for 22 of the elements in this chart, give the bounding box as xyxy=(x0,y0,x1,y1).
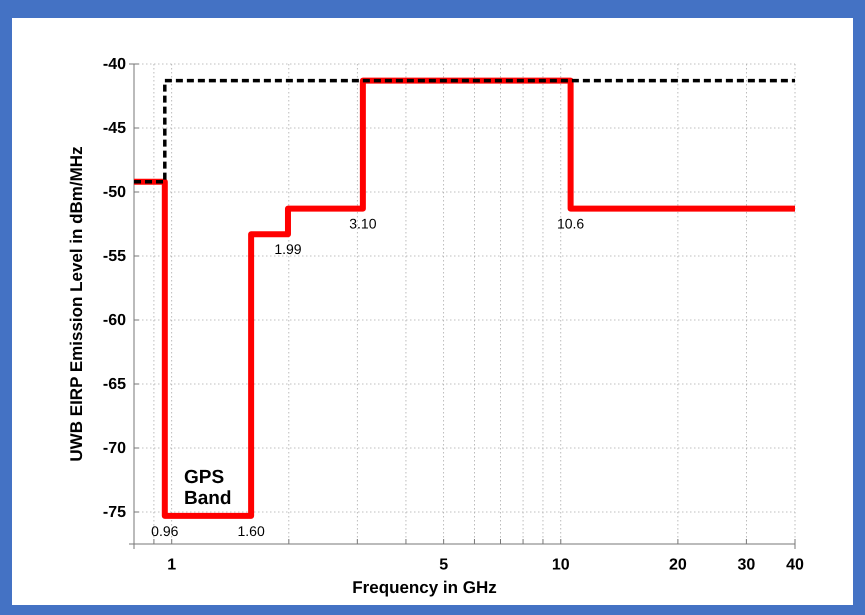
x-tick-label: 20 xyxy=(668,556,687,574)
x-axis-title: Frequency in GHz xyxy=(352,578,497,597)
y-tick-label: -75 xyxy=(102,504,126,522)
annotation: 0.96 xyxy=(151,522,179,539)
y-tick-label: -50 xyxy=(102,184,126,202)
annotation: 10.6 xyxy=(556,216,584,232)
x-tick-label: 10 xyxy=(552,556,570,574)
y-axis-title: UWB EIRP Emission Level in dBm/MHz xyxy=(67,146,86,462)
x-tick-label: 30 xyxy=(737,556,756,574)
annotation: 1.99 xyxy=(274,241,302,258)
y-tick-label: -55 xyxy=(102,248,126,266)
annotation: GPS Band xyxy=(184,467,232,509)
y-tick-label: -70 xyxy=(102,440,126,458)
x-tick-label: 5 xyxy=(439,556,448,574)
x-tick-label: 40 xyxy=(786,556,804,574)
y-tick-label: -40 xyxy=(102,56,126,74)
annotation: 1.60 xyxy=(237,522,265,539)
x-tick-label: 1 xyxy=(167,556,176,574)
y-tick-label: -65 xyxy=(102,376,126,394)
y-tick-label: -60 xyxy=(102,312,126,330)
y-tick-label: -45 xyxy=(102,120,126,138)
annotation: 3.10 xyxy=(349,216,377,232)
